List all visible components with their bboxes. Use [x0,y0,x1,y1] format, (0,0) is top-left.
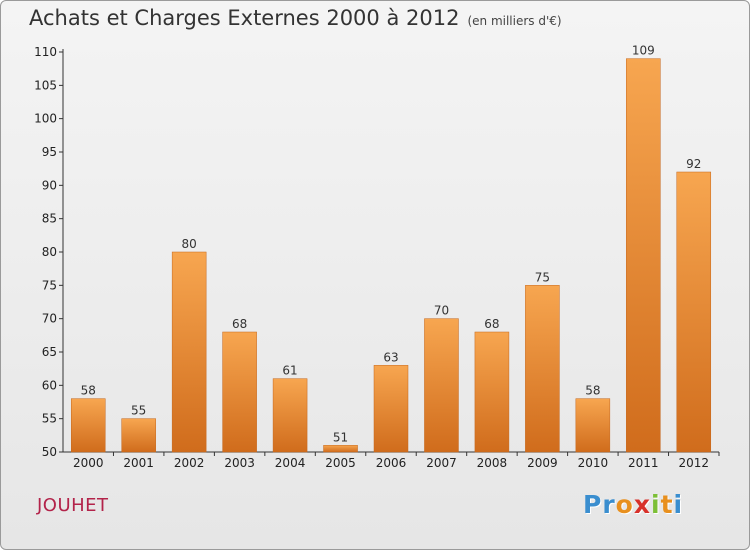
x-tick-label-2011: 2011 [628,456,659,470]
bar-2001 [121,418,156,453]
y-tick-label: 65 [42,345,57,359]
chart-subtitle: (en milliers d'€) [467,14,562,28]
x-tick-label-2008: 2008 [477,456,508,470]
bar-2008 [474,331,510,453]
value-label-2011: 109 [632,44,655,58]
y-tick-label: 50 [42,445,57,459]
x-tick-label-2012: 2012 [678,456,709,470]
logo-letter: r [602,490,616,519]
logo-letter: i [651,490,661,519]
x-tick-label-2002: 2002 [174,456,205,470]
x-tick-label-2003: 2003 [224,456,255,470]
bar-2000 [70,398,106,453]
y-tick-label: 80 [42,245,57,259]
bar-2010 [575,398,611,453]
x-tick-label-2009: 2009 [527,456,558,470]
value-label-2009: 75 [535,270,550,284]
logo-letter: o [615,490,634,519]
x-tick-label-2005: 2005 [325,456,356,470]
value-label-2006: 63 [383,350,398,364]
value-label-2002: 80 [182,237,197,251]
y-tick-label: 90 [42,178,57,192]
logo-letter: x [633,490,651,519]
x-tick-label-2010: 2010 [578,456,609,470]
y-tick-label: 60 [42,378,57,392]
value-label-2003: 68 [232,317,247,331]
y-tick-label: 95 [42,145,57,159]
chart-title-text: Achats et Charges Externes 2000 à 2012 [29,6,460,30]
value-label-2000: 58 [81,384,96,398]
value-label-2004: 61 [282,364,297,378]
y-tick-label: 110 [34,45,57,59]
value-label-2001: 55 [131,404,146,418]
x-tick-label-2006: 2006 [376,456,407,470]
bar-2004 [272,378,308,453]
y-tick-label: 85 [42,212,57,226]
logo-letter: P [583,490,603,519]
bar-2002 [171,251,207,453]
commune-name: JOUHET [37,495,109,516]
y-tick-label: 105 [34,78,57,92]
bar-2011 [626,58,661,453]
bar-2003 [222,331,257,453]
y-tick-label: 100 [34,112,57,126]
chart-title: Achats et Charges Externes 2000 à 2012 (e… [29,6,562,30]
logo-letter: i [673,490,684,519]
value-label-2007: 70 [434,304,449,318]
logo-letter: t [660,490,674,519]
x-tick-label-2000: 2000 [73,456,104,470]
value-label-2005: 51 [333,430,348,444]
value-label-2008: 68 [484,317,499,331]
bar-2009 [525,285,560,453]
value-label-2010: 58 [585,384,600,398]
bar-2012 [676,171,712,453]
y-tick-label: 70 [42,312,57,326]
y-tick-label: 75 [42,278,57,292]
bar-2006 [373,365,409,453]
x-tick-label-2001: 2001 [123,456,154,470]
x-tick-label-2007: 2007 [426,456,457,470]
bar-2007 [424,318,459,453]
y-tick-label: 55 [42,412,57,426]
proxiti-logo: Proxiti [583,490,683,519]
bar-2005 [323,445,358,453]
axes: 50 55 60 65 70 75 80 85 90 95 100 105 110 2000 2001 200… [34,45,720,470]
x-tick-label-2004: 2004 [275,456,306,470]
bars: 58 55 80 68 61 51 63 70 68 75 58 109 92 [70,44,712,453]
value-label-2012: 92 [686,157,701,171]
